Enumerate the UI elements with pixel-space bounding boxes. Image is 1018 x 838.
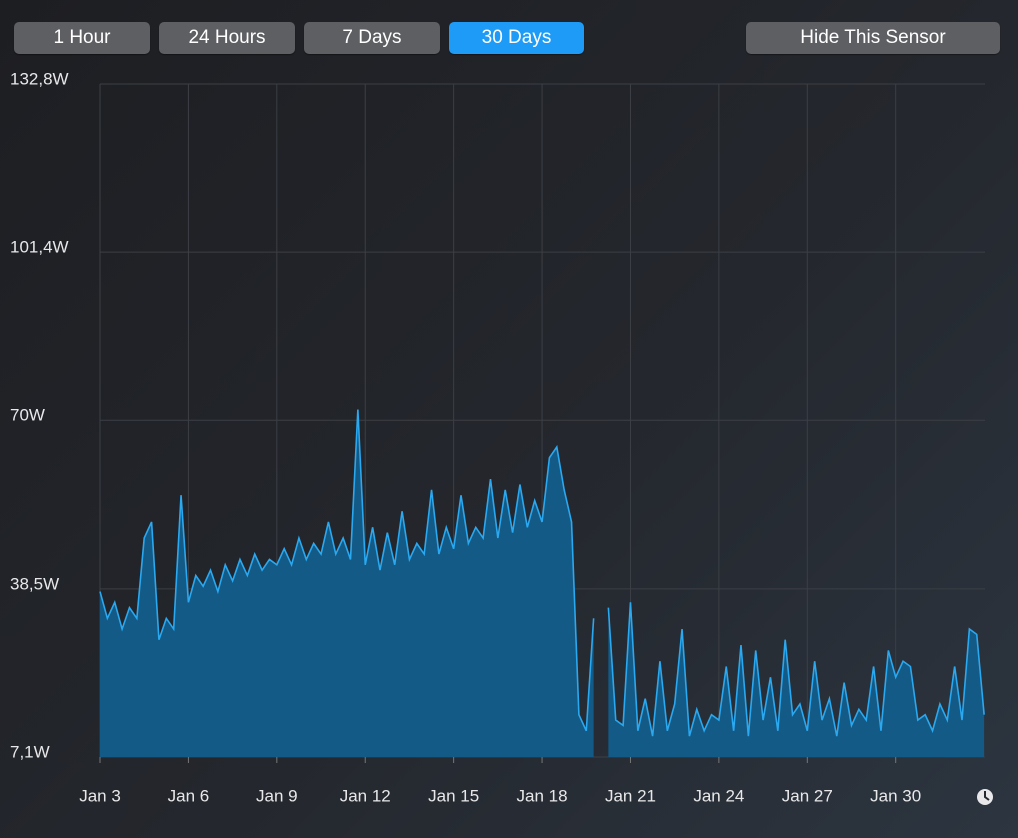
hide-button[interactable]: Hide This Sensor bbox=[746, 22, 1000, 54]
line bbox=[99, 409, 985, 737]
y-tick-label: 38,5W bbox=[10, 574, 59, 593]
range-button[interactable]: 30 Days bbox=[449, 22, 584, 54]
x-tick-label: Jan 12 bbox=[340, 786, 391, 805]
area bbox=[100, 409, 985, 757]
x-tick-label: Jan 27 bbox=[782, 786, 833, 805]
y-tick-label: 7,1W bbox=[10, 742, 50, 761]
y-tick-label: 132,8W bbox=[10, 69, 69, 88]
x-tick-label: Jan 9 bbox=[256, 786, 298, 805]
x-tick-label: Jan 6 bbox=[168, 786, 210, 805]
x-tick-label: Jan 30 bbox=[870, 786, 921, 805]
y-tick-label: 101,4W bbox=[10, 238, 69, 257]
x-tick-label: Jan 3 bbox=[79, 786, 121, 805]
range-button[interactable]: 24 Hours bbox=[159, 22, 295, 54]
clock-icon bbox=[977, 789, 993, 805]
x-tick-label: Jan 24 bbox=[693, 786, 744, 805]
range-button[interactable]: 1 Hour bbox=[14, 22, 150, 54]
x-tick-label: Jan 15 bbox=[428, 786, 479, 805]
x-tick-label: Jan 21 bbox=[605, 786, 656, 805]
y-tick-label: 70W bbox=[10, 406, 45, 425]
x-tick-label: Jan 18 bbox=[517, 786, 568, 805]
range-button[interactable]: 7 Days bbox=[304, 22, 440, 54]
